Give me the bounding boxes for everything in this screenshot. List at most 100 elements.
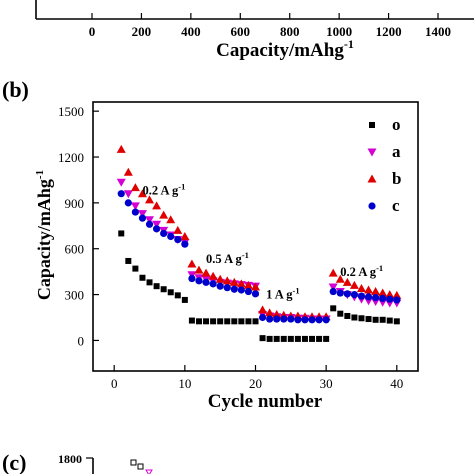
top-x-ticks: 0 200 400 600 800 1000 1200 1400 (89, 13, 451, 39)
data-point-o (294, 335, 301, 342)
data-point-b (152, 201, 162, 210)
data-point-a (123, 190, 133, 199)
data-point-o (160, 286, 167, 293)
data-point-b (342, 277, 352, 286)
data-point-c (181, 240, 189, 248)
panel-c-point-open-square (130, 459, 137, 466)
data-point-c (145, 220, 154, 228)
data-point-o (379, 316, 386, 323)
top-x-tick-label: 800 (280, 24, 300, 39)
data-point-c (357, 292, 366, 300)
top-x-tick-label: 0 (89, 24, 96, 39)
data-point-c (372, 294, 380, 302)
data-point-b (137, 189, 147, 198)
top-panel: 0 200 400 600 800 1000 1200 1400 Capacity/mAhg-… (35, 0, 474, 61)
data-point-c (209, 280, 217, 288)
panel-b-y-ticks: 0 300 600 900 1200 1500 (58, 104, 99, 348)
data-point-c (138, 214, 147, 222)
panel-b-x-tick-label: 30 (320, 376, 333, 391)
data-point-c (124, 199, 132, 207)
data-point-b (145, 195, 155, 204)
panel-b-x-tick-label: 0 (111, 376, 118, 391)
data-point-a (145, 216, 155, 225)
data-point-b (236, 279, 246, 288)
panel-b-y-tick-label: 0 (78, 333, 85, 348)
data-point-a (328, 283, 338, 292)
data-point-c (202, 278, 210, 286)
data-point-c (152, 225, 161, 233)
data-point-o (323, 335, 330, 342)
top-x-tick-label: 400 (181, 24, 201, 39)
data-point-c (244, 287, 253, 296)
data-point-b (173, 225, 183, 234)
data-point-o (393, 318, 400, 325)
data-point-b (265, 308, 275, 317)
panel-b-x-tick-label: 10 (178, 376, 191, 391)
data-point-c (258, 313, 267, 322)
data-point-o (153, 283, 160, 290)
top-x-tick-label: 200 (132, 24, 152, 39)
data-point-o (337, 310, 344, 317)
legend-label-o: o (392, 115, 401, 134)
data-point-b (123, 167, 133, 176)
data-point-b (222, 276, 232, 285)
panel-b-y-tick-label: 300 (65, 288, 85, 303)
data-point-c (343, 290, 351, 298)
panel-b-plot-frame (92, 101, 419, 372)
data-point-o (146, 279, 153, 286)
data-point-c (223, 284, 231, 292)
data-point-c (287, 315, 295, 323)
data-point-b (116, 144, 126, 153)
data-point-c (273, 315, 281, 323)
data-point-c (386, 295, 394, 303)
rate-annotation: 0.2 A g-1 (340, 263, 383, 279)
data-point-c (195, 277, 203, 285)
panel-c-point-open-triangle-down (145, 469, 153, 474)
legend-label-c: c (392, 196, 400, 215)
top-x-tick-label: 1000 (326, 24, 352, 39)
data-point-c (308, 316, 316, 324)
legend-marker-b (367, 174, 377, 183)
panel-b-x-tick-label: 40 (390, 376, 403, 391)
data-point-b (201, 268, 211, 277)
data-point-c (280, 315, 288, 323)
data-point-b (371, 287, 381, 296)
data-point-c (350, 290, 359, 299)
data-point-b (335, 274, 345, 283)
panel-b-y-tick-label: 1500 (58, 104, 84, 119)
data-point-o (203, 318, 210, 325)
data-point-o (167, 289, 174, 296)
data-point-b (180, 232, 190, 240)
panel-b-y-tick-label: 600 (65, 242, 85, 257)
data-point-o (195, 318, 202, 325)
data-point-o (266, 335, 273, 342)
data-point-c (230, 285, 238, 293)
data-point-c (393, 296, 401, 304)
data-point-o (273, 335, 280, 342)
data-point-a (130, 202, 140, 211)
data-point-o (210, 318, 217, 325)
panel-c: 1800 (58, 452, 153, 474)
data-point-c (251, 290, 260, 298)
data-point-b (356, 283, 366, 292)
data-point-c (379, 294, 387, 303)
data-point-b (378, 288, 388, 297)
data-point-o (238, 318, 245, 325)
data-point-o (181, 296, 188, 303)
data-point-b (272, 309, 282, 318)
data-point-o (259, 335, 266, 342)
data-point-b (385, 290, 395, 299)
data-point-o (231, 318, 238, 325)
panel-b-label: (b) (2, 77, 29, 102)
data-point-c (237, 286, 245, 294)
data-point-o (139, 274, 146, 281)
legend-label-a: a (392, 142, 401, 161)
data-point-c (131, 208, 139, 216)
panel-c-label: (c) (2, 450, 26, 474)
data-point-c (315, 316, 323, 324)
data-point-o (365, 316, 372, 323)
data-point-o (386, 317, 393, 324)
panel-b-x-axis-title: Cycle number (208, 391, 323, 412)
